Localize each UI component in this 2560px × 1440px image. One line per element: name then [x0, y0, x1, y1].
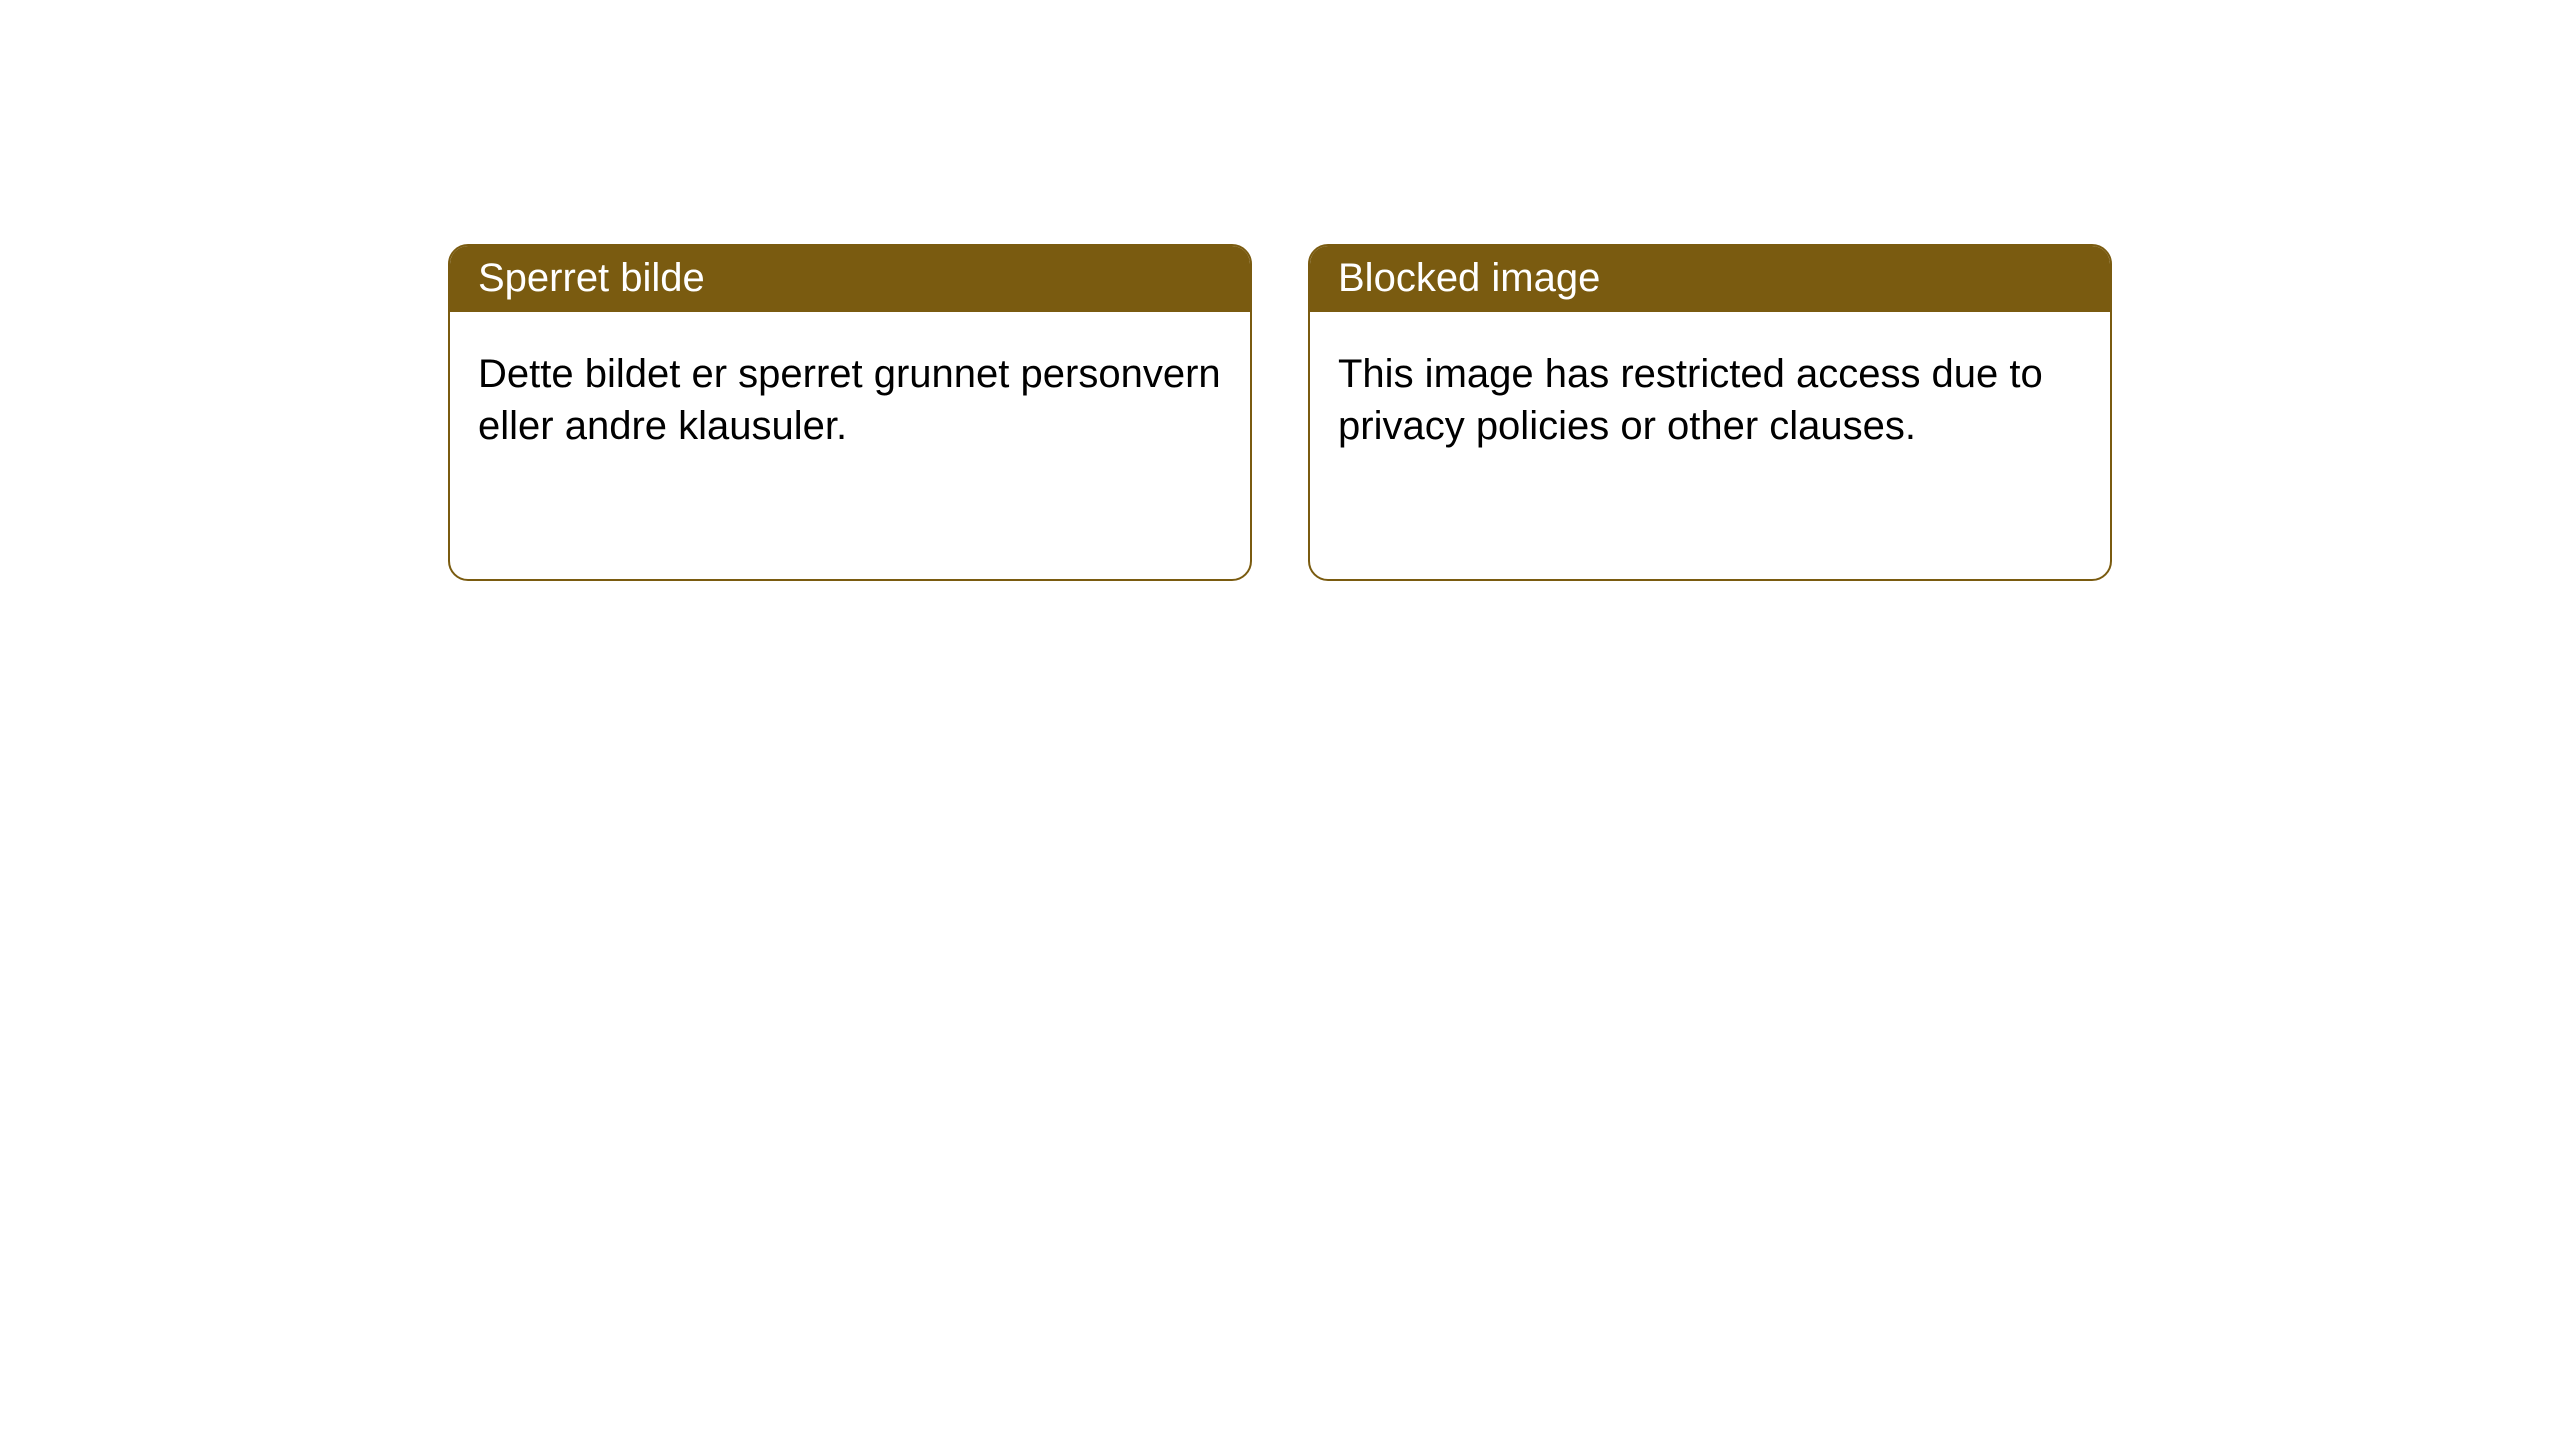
notice-body-norwegian: Dette bildet er sperret grunnet personve… [450, 312, 1250, 480]
notice-body-english: This image has restricted access due to … [1310, 312, 2110, 480]
notice-container: Sperret bilde Dette bildet er sperret gr… [0, 0, 2560, 581]
notice-title-norwegian: Sperret bilde [450, 246, 1250, 312]
notice-card-norwegian: Sperret bilde Dette bildet er sperret gr… [448, 244, 1252, 581]
notice-card-english: Blocked image This image has restricted … [1308, 244, 2112, 581]
notice-title-english: Blocked image [1310, 246, 2110, 312]
